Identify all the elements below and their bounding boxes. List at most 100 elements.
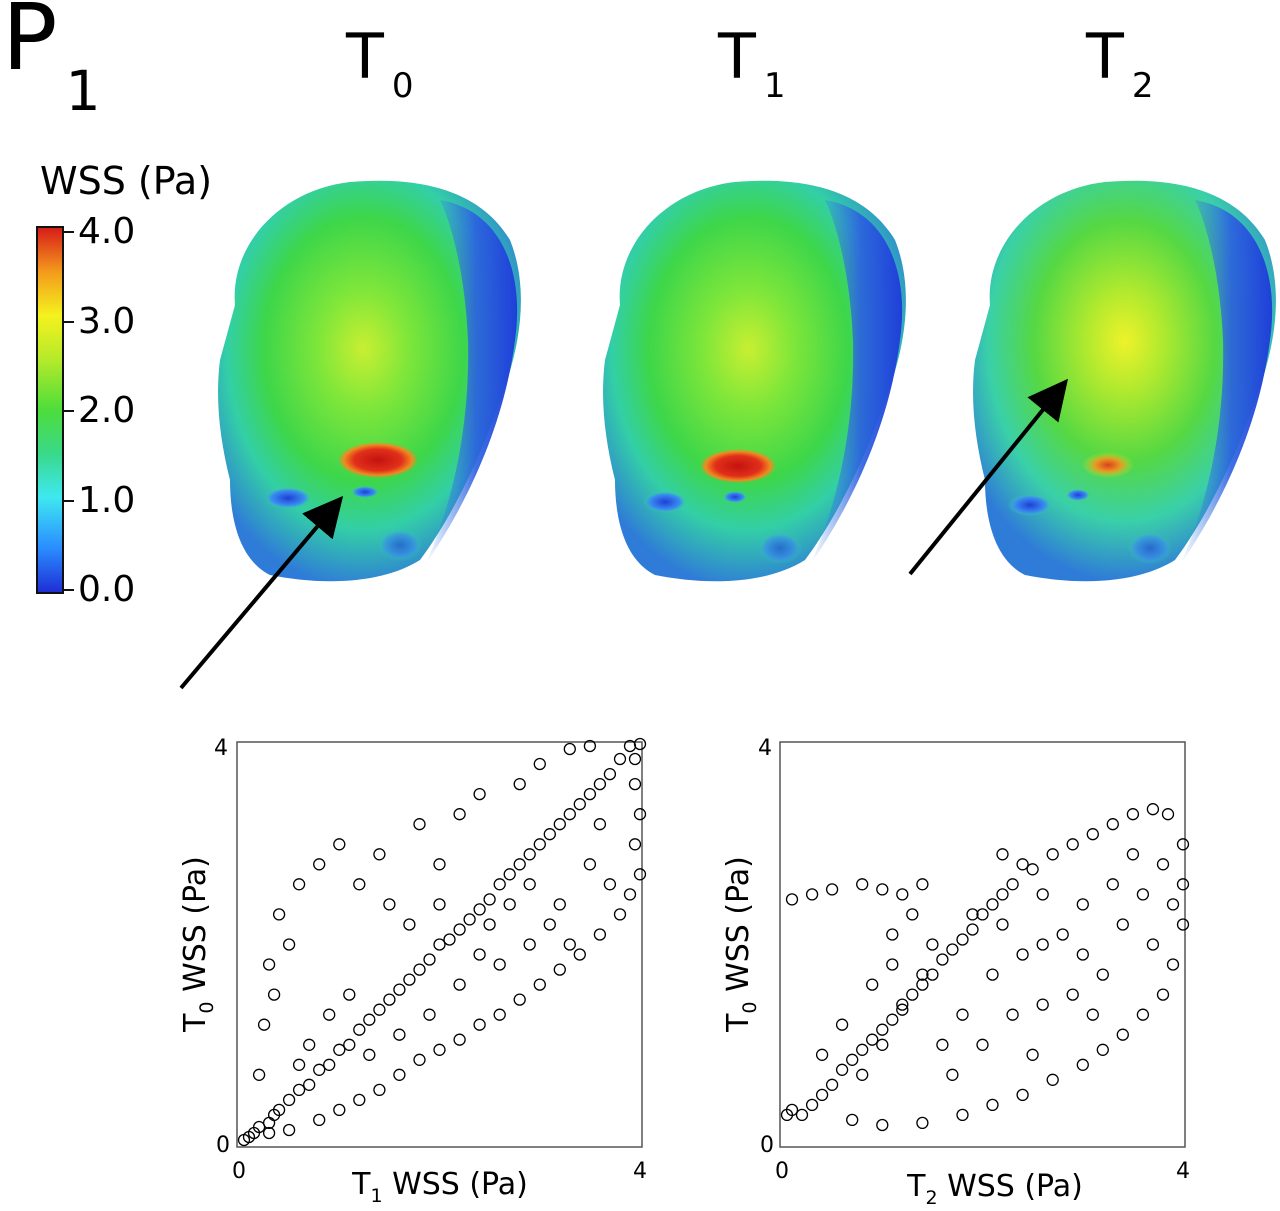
data-point: [966, 908, 979, 921]
data-point: [323, 1058, 336, 1071]
data-point: [856, 878, 869, 891]
data-point: [373, 848, 386, 861]
data-point: [996, 888, 1009, 901]
data-point: [573, 798, 586, 811]
data-point: [433, 898, 446, 911]
data-point: [866, 1033, 879, 1046]
data-point: [333, 838, 346, 851]
data-point: [453, 808, 466, 821]
data-point: [1096, 968, 1109, 981]
data-point: [282, 1093, 296, 1107]
data-point: [628, 752, 642, 766]
x-axis-label: T2 WSS (Pa): [906, 1169, 1083, 1209]
data-point: [956, 1108, 969, 1122]
data-point: [825, 883, 839, 896]
data-point: [1016, 948, 1029, 961]
data-point: [313, 1113, 326, 1127]
data-point: [413, 1053, 426, 1066]
data-point: [473, 1018, 486, 1031]
data-point: [503, 898, 516, 911]
data-point: [633, 808, 647, 821]
data-point: [1086, 828, 1099, 841]
data-point: [262, 1126, 276, 1140]
data-point: [946, 1068, 959, 1081]
aneurysm-render-t2: [973, 180, 1276, 582]
colorbar-label: 3.0: [78, 301, 136, 342]
data-point: [976, 908, 989, 921]
colorbar-label: 1.0: [78, 480, 136, 521]
x-tick-label: 4: [633, 1159, 647, 1184]
data-point: [433, 1043, 446, 1056]
data-point: [886, 958, 899, 971]
data-point: [313, 858, 326, 871]
data-point: [966, 923, 979, 936]
data-point: [543, 828, 556, 841]
data-point: [393, 1028, 406, 1041]
data-point: [473, 787, 486, 801]
data-point: [363, 1013, 376, 1026]
data-point: [463, 913, 476, 926]
plot-frame: [236, 741, 643, 1148]
data-point: [292, 1058, 306, 1071]
data-point: [916, 878, 929, 891]
y-tick-label: 4: [214, 736, 228, 761]
data-point: [986, 898, 999, 911]
data-point: [353, 878, 366, 891]
data-point: [896, 888, 909, 901]
data-point: [513, 858, 526, 871]
data-point: [795, 1108, 809, 1122]
data-point: [403, 918, 416, 931]
data-point: [926, 938, 939, 951]
data-point: [1126, 848, 1140, 861]
data-point: [886, 1013, 899, 1026]
data-point: [543, 918, 556, 931]
data-point: [956, 1008, 969, 1021]
data-point: [373, 1003, 386, 1016]
data-point: [1176, 878, 1190, 891]
data-point: [1036, 938, 1049, 951]
data-point: [413, 963, 426, 976]
data-points: [780, 803, 1190, 1132]
data-point: [906, 988, 919, 1001]
data-point: [453, 923, 466, 936]
data-point: [533, 757, 546, 771]
data-point: [916, 1116, 929, 1130]
x-tick-label: 0: [232, 1159, 246, 1184]
data-point: [473, 948, 486, 961]
data-point: [252, 1068, 266, 1081]
y-tick-label: 0: [760, 1133, 774, 1158]
data-point: [1076, 1058, 1089, 1071]
data-point: [262, 958, 276, 971]
data-point: [805, 888, 819, 901]
colorbar-title: WSS (Pa): [40, 159, 213, 203]
data-point: [483, 893, 496, 906]
data-point: [633, 868, 647, 881]
data-point: [483, 918, 496, 931]
data-point: [1006, 1008, 1019, 1021]
data-point: [1026, 863, 1039, 876]
data-point: [1006, 878, 1019, 891]
data-point: [876, 1038, 889, 1051]
aneurysm-render-t1: [603, 180, 906, 582]
data-point: [866, 978, 879, 991]
data-point: [292, 878, 306, 891]
data-point: [1046, 1073, 1059, 1086]
data-point: [1016, 858, 1029, 871]
data-point: [896, 1003, 909, 1016]
data-point: [363, 1048, 376, 1061]
data-point: [272, 1103, 286, 1117]
data-point: [876, 1118, 889, 1132]
data-point: [996, 848, 1009, 861]
data-point: [257, 1018, 271, 1031]
data-point: [628, 838, 642, 851]
data-point: [323, 1008, 336, 1021]
colorbar-label: 4.0: [78, 211, 136, 252]
data-point: [333, 1043, 346, 1056]
data-point: [986, 1098, 999, 1112]
data-point: [956, 933, 969, 946]
data-point: [303, 1078, 316, 1091]
data-point: [603, 878, 617, 891]
data-point: [936, 1038, 949, 1051]
